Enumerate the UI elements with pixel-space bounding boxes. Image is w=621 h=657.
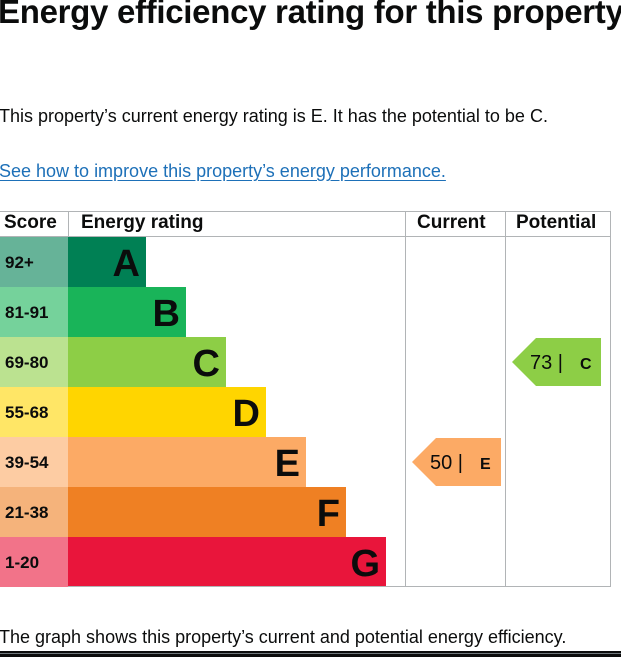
column-header: Score [4,212,57,233]
rating-summary: This property’s current energy rating is… [0,106,548,126]
potential-score-label: 73 | [530,352,563,374]
score-cell [0,537,68,587]
rating-letter: B [153,293,180,335]
score-cell [0,387,68,437]
rating-letter: G [350,543,380,585]
rating-letter: A [113,243,140,285]
bottom-divider [0,651,621,657]
score-cell [0,337,68,387]
rating-letter: C [193,343,220,385]
column-header: Energy rating [81,212,203,233]
rating-letter: F [317,493,340,535]
rating-bar [68,487,346,537]
rating-bar [68,387,266,437]
energy-rating-chart: Score Energy rating Current Potential 92+ A 81… [0,211,621,591]
score-cell [0,287,68,337]
rating-bar [68,337,226,387]
potential-rating-letter: C [580,356,592,373]
rating-bar [68,537,386,587]
rating-letter: D [233,393,260,435]
score-range-label: 81-91 [5,303,48,322]
current-marker [412,438,501,486]
rating-bar [68,287,186,337]
rating-bar [68,237,146,287]
current-score-label: 50 | [430,452,463,474]
score-range-label: 92+ [5,253,34,272]
score-range-label: 39-54 [5,453,49,472]
potential-marker [512,338,601,386]
column-header: Potential [516,212,596,233]
score-range-label: 69-80 [5,353,48,372]
chart-footnote: The graph shows this property’s current … [0,627,567,647]
score-range-label: 21-38 [5,503,48,522]
score-cell [0,237,68,287]
improve-energy-link[interactable]: See how to improve this property’s energ… [0,161,446,181]
score-range-label: 1-20 [5,553,39,572]
score-cell [0,437,68,487]
page-title: Energy efficiency rating for this proper… [0,0,621,30]
column-header: Current [417,212,486,233]
score-cell [0,487,68,537]
current-rating-letter: E [480,456,491,473]
score-range-label: 55-68 [5,403,48,422]
rating-letter: E [275,443,300,485]
rating-bar [68,437,306,487]
